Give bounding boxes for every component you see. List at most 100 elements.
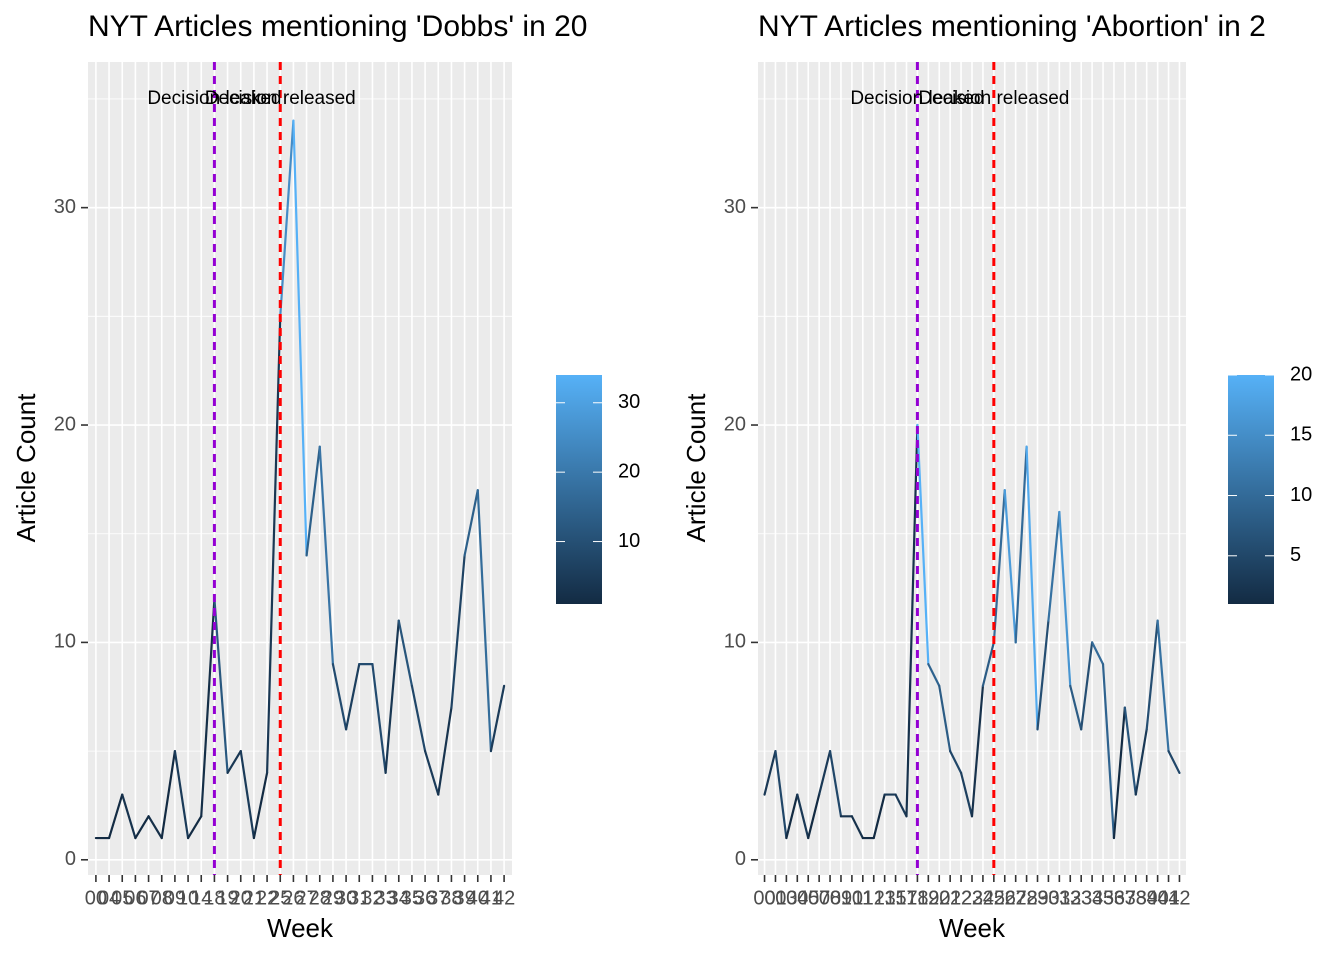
- line-segment: [200, 597, 216, 818]
- line-segment: [905, 423, 919, 818]
- x-tick-label: 15: [884, 887, 906, 909]
- x-tick-label: 12: [863, 887, 885, 909]
- line-segment: [894, 793, 908, 818]
- x-tick-label: 38: [1125, 887, 1147, 909]
- line-segment: [796, 793, 810, 840]
- colorbar-label: 5: [1290, 544, 1301, 566]
- line-segment: [828, 749, 843, 818]
- line-segment: [1167, 749, 1181, 774]
- x-tick-label: 05: [797, 887, 819, 909]
- colorbar-label: 20: [1290, 363, 1312, 385]
- line-segment: [1058, 510, 1072, 687]
- line-segment: [1014, 445, 1028, 644]
- line-segment: [134, 815, 150, 840]
- x-tick-label: 13: [874, 887, 896, 909]
- x-tick-label: 41: [480, 887, 502, 909]
- line-segment: [927, 663, 941, 687]
- line-segment: [437, 706, 453, 796]
- line-segment: [1080, 641, 1094, 731]
- line-segment: [265, 315, 282, 774]
- x-tick-label: 24: [972, 887, 994, 909]
- line-segment: [774, 749, 788, 840]
- y-tick-label: 20: [724, 413, 746, 435]
- y-tick-label: 20: [54, 413, 76, 435]
- x-tick-label: 04: [98, 887, 120, 909]
- x-tick-label: 19: [216, 887, 238, 909]
- line-segment: [1047, 510, 1061, 622]
- x-tick-label: 25: [983, 887, 1005, 909]
- line-segment: [173, 749, 190, 840]
- line-segment: [384, 619, 400, 774]
- line-segment: [1003, 489, 1017, 644]
- line-segment: [850, 815, 864, 840]
- annotation: Decision leaked: [850, 88, 984, 109]
- x-tick-label: 10: [841, 887, 863, 909]
- line-segment: [1025, 445, 1039, 731]
- x-tick-label: 08: [151, 887, 173, 909]
- colorbar-label: 10: [1290, 484, 1312, 506]
- annotation: Decision leaked: [147, 88, 281, 109]
- x-tick-label: 09: [830, 887, 852, 909]
- line-segment: [344, 663, 361, 731]
- colorbar: [556, 375, 602, 604]
- x-tick-label: 34: [388, 887, 410, 909]
- line-segment: [318, 445, 335, 666]
- line-segment: [981, 641, 995, 687]
- line-segment: [992, 489, 1006, 644]
- x-tick-label: 32: [1059, 887, 1081, 909]
- x-tick-label: 26: [994, 887, 1016, 909]
- x-tick-label: 37: [1114, 887, 1136, 909]
- chart-title: NYT Articles mentioning 'Dobbs' in 20: [88, 10, 587, 43]
- line-segment: [763, 749, 777, 796]
- x-tick-label: 39: [1136, 887, 1158, 909]
- x-tick-label: 07: [808, 887, 830, 909]
- x-tick-label: 34: [1081, 887, 1103, 909]
- x-axis-label: Week: [267, 913, 334, 943]
- x-tick-label: 19: [917, 887, 939, 909]
- x-tick-label: 05: [111, 887, 133, 909]
- colorbar-label: 10: [618, 530, 640, 552]
- line-segment: [959, 771, 974, 818]
- line-segment: [371, 663, 387, 774]
- x-tick-label: 04: [786, 887, 808, 909]
- x-tick-label: 32: [361, 887, 383, 909]
- x-tick-label: 11: [852, 887, 873, 909]
- line-segment: [1101, 663, 1116, 840]
- line-segment: [949, 749, 963, 774]
- y-tick-label: 0: [735, 848, 746, 870]
- x-tick-label: 25: [269, 887, 291, 909]
- x-tick-label: 26: [282, 887, 304, 909]
- line-segment: [476, 489, 493, 753]
- x-tick-label: 30: [1037, 887, 1059, 909]
- x-tick-label: 30: [335, 887, 357, 909]
- x-tick-label: 20: [230, 887, 252, 909]
- line-segment: [160, 749, 177, 840]
- line-segment: [938, 684, 952, 753]
- line-segment: [1091, 641, 1105, 666]
- colorbar-label: 20: [618, 460, 640, 482]
- x-tick-label: 31: [1048, 887, 1070, 909]
- y-tick-label: 0: [65, 848, 76, 870]
- x-tick-label: 14: [190, 887, 212, 909]
- x-tick-label: 06: [124, 887, 146, 909]
- x-tick-label: 42: [1168, 887, 1190, 909]
- x-tick-label: 22: [256, 887, 278, 909]
- panel: 0102030000103040507080910111213151718192…: [681, 10, 1312, 943]
- line-segment: [1145, 619, 1159, 731]
- line-segment: [916, 423, 930, 666]
- plot-background: [88, 62, 512, 875]
- line-segment: [807, 793, 821, 840]
- line-segment: [186, 815, 203, 840]
- panel: 0102030000405060708091014181920212225262…: [11, 10, 640, 943]
- x-tick-label: 36: [414, 887, 436, 909]
- x-tick-label: 22: [950, 887, 972, 909]
- colorbar-label: 15: [1290, 424, 1312, 446]
- line-segment: [213, 597, 229, 774]
- line-segment: [305, 445, 321, 557]
- line-segment: [410, 684, 427, 753]
- x-tick-label: 09: [164, 887, 186, 909]
- line-segment: [1156, 619, 1170, 753]
- line-segment: [1112, 706, 1126, 840]
- line-segment: [489, 684, 506, 753]
- line-segment: [785, 793, 799, 840]
